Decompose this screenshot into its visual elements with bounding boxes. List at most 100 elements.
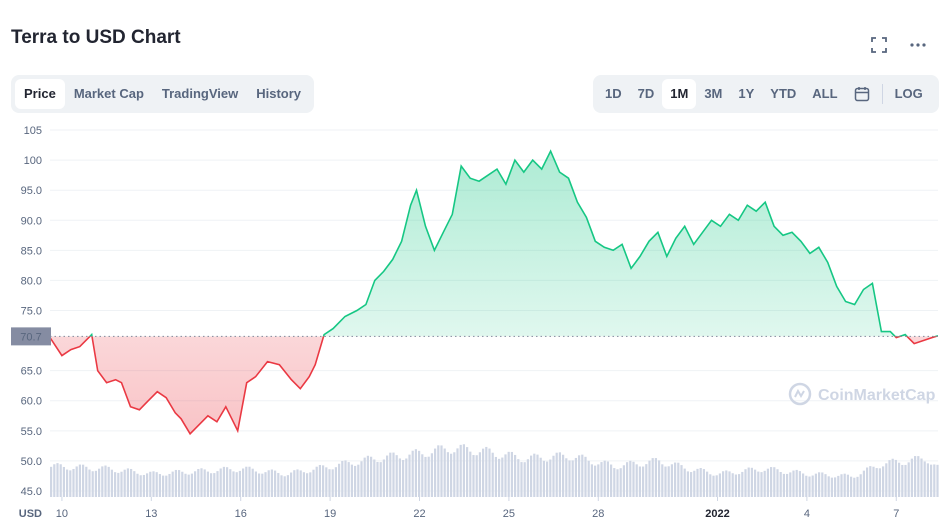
volume-bar [846,474,849,497]
volume-bar [386,455,389,497]
volume-bar [110,469,113,497]
volume-bar [638,466,641,497]
volume-bar [542,460,545,497]
volume-bar [418,450,421,497]
volume-bar [459,444,462,497]
volume-bar [149,471,152,497]
volume-bar [603,460,606,497]
volume-bar [750,467,753,497]
more-icon[interactable] [907,34,929,56]
volume-bar [613,468,616,497]
y-tick-label: 55.0 [21,426,42,438]
volume-bar [702,469,705,497]
y-tick-label: 50.0 [21,456,42,468]
volume-bar [923,461,926,497]
volume-bar [114,472,117,497]
volume-bar [725,470,728,497]
volume-bar [485,446,488,497]
volume-bar [696,468,699,497]
volume-bar [350,464,353,497]
volume-bar [274,470,277,497]
volume-bar [171,471,174,497]
tab-market-cap[interactable]: Market Cap [73,86,144,101]
volume-bar [699,468,702,497]
volume-bar [331,469,334,497]
volume-bar [440,445,443,497]
volume-bar [258,473,261,497]
volume-bar [472,455,475,497]
range-ytd-button[interactable]: YTD [770,86,797,101]
volume-bar [568,460,571,497]
volume-bar [718,473,721,497]
volume-bar [379,462,382,497]
price-line-up [88,149,938,337]
volume-bar [146,473,149,497]
volume-bar [840,474,843,497]
tab-price[interactable]: Price [15,79,65,109]
x-tick-label: 22 [413,508,425,520]
volume-bar [334,467,337,497]
volume-bar [933,464,936,497]
volume-bar [674,462,677,497]
volume-bar [344,460,347,497]
volume-bar [706,471,709,497]
fullscreen-icon[interactable] [868,34,890,56]
volume-bar [165,475,168,497]
volume-bar [242,468,245,497]
volume-bar [363,457,366,497]
volume-bar [200,468,203,497]
volume-bar [357,464,360,497]
volume-bar [683,468,686,497]
range-3m-button[interactable]: 3M [704,86,723,101]
volume-bar [773,467,776,497]
volume-bar [744,469,747,497]
volume-bar [891,458,894,497]
range-1m-button[interactable]: 1M [662,79,697,109]
volume-bar [235,472,238,497]
volume-bar [856,476,859,497]
range-all-button[interactable]: ALL [812,86,838,101]
volume-bar [494,456,497,497]
x-axis: 10 13 16 19 22 25 28 2022 4 7 [56,497,899,520]
area-below [50,336,938,434]
volume-bar [392,452,395,497]
volume-bar [370,456,373,497]
volume-bar [632,461,635,497]
log-scale-button[interactable]: LOG [894,86,923,101]
volume-bar [677,462,680,497]
x-tick-label: 28 [592,508,604,520]
volume-bar [776,469,779,497]
volume-bar [466,447,469,497]
volume-bar [635,464,638,497]
volume-bar [168,473,171,497]
volume-bar [69,470,72,497]
tab-tradingview[interactable]: TradingView [161,86,239,101]
volume-bar [98,468,101,497]
volume-bar [450,453,453,497]
volume-bar [469,451,472,497]
volume-bar [395,455,398,497]
volume-bar [642,466,645,497]
volume-bar [488,448,491,497]
x-tick-label: 19 [324,508,336,520]
volume-bar [805,475,808,497]
range-7d-button[interactable]: 7D [637,86,655,101]
volume-bar [738,474,741,497]
volume-bar [482,448,485,497]
range-1d-button[interactable]: 1D [605,86,622,101]
volume-bar [878,468,881,497]
volume-bar [184,473,187,497]
range-1y-button[interactable]: 1Y [738,86,755,101]
x-tick-label: 10 [56,508,68,520]
volume-bar [152,471,155,497]
volume-bar [715,475,718,497]
volume-bar [382,459,385,497]
y-tick-label: 85.0 [21,245,42,257]
calendar-icon[interactable] [846,79,878,109]
volume-bar [82,464,85,497]
tab-history[interactable]: History [256,86,302,101]
watermark-text: CoinMarketCap [818,387,936,404]
volume-bar [821,472,824,497]
volume-bars [50,444,939,497]
